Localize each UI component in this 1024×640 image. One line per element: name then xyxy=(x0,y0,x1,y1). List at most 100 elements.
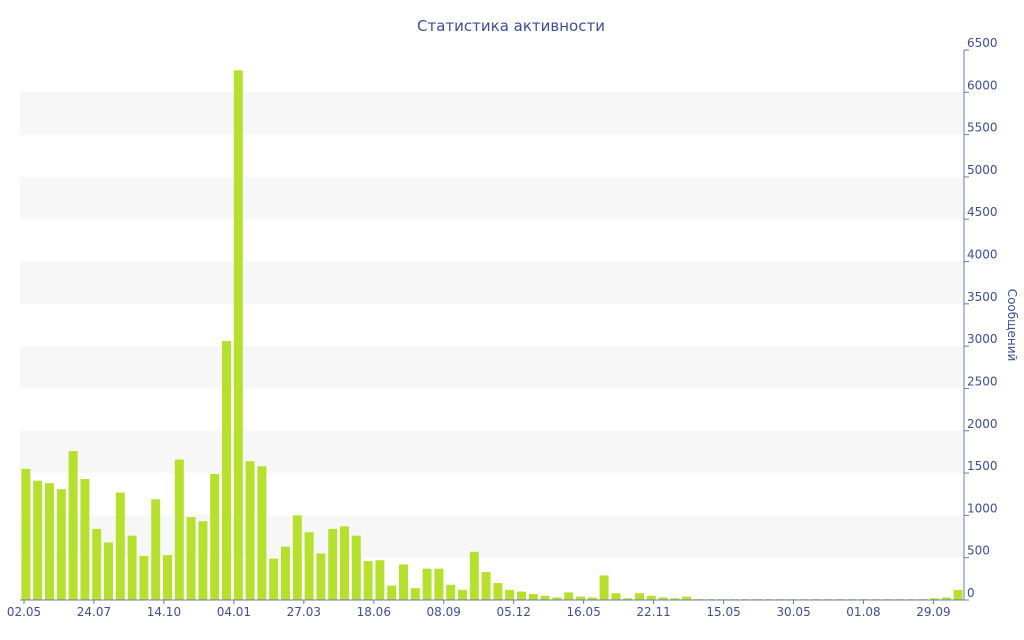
bar xyxy=(493,583,503,600)
bar xyxy=(210,473,220,600)
bar xyxy=(446,584,456,600)
grid-band xyxy=(20,430,964,474)
bar xyxy=(635,593,644,600)
bar xyxy=(434,568,444,600)
bar xyxy=(930,598,939,600)
bar xyxy=(469,551,479,600)
x-tick-label: 27.03 xyxy=(287,605,321,619)
y-tick-label: 1500 xyxy=(967,459,998,473)
y-tick-label: 1000 xyxy=(967,501,998,515)
x-tick-label: 04.01 xyxy=(217,605,251,619)
bar xyxy=(115,492,125,600)
y-tick-label: 3500 xyxy=(967,290,998,304)
bar xyxy=(92,528,102,600)
x-tick-label: 01.08 xyxy=(846,605,880,619)
bar xyxy=(198,521,208,600)
chart-title: Статистика активности xyxy=(417,17,605,35)
bar xyxy=(104,542,113,600)
bar xyxy=(21,468,31,600)
x-tick-label: 15.05 xyxy=(706,605,740,619)
bar xyxy=(623,598,633,600)
bar xyxy=(611,593,621,600)
y-tick-label: 0 xyxy=(967,586,975,600)
y-tick-label: 5500 xyxy=(967,121,998,135)
bar xyxy=(375,560,385,600)
y-tick-label: 3000 xyxy=(967,332,998,346)
x-tick-label: 08.09 xyxy=(427,605,461,619)
bar xyxy=(340,526,349,600)
bar xyxy=(33,480,43,600)
bar xyxy=(316,553,326,600)
x-tick-label: 22.11 xyxy=(636,605,670,619)
bar xyxy=(540,595,550,600)
y-tick-label: 4000 xyxy=(967,248,998,262)
bar xyxy=(351,535,361,600)
bar xyxy=(245,461,255,600)
x-tick-label: 16.05 xyxy=(566,605,600,619)
bar xyxy=(163,555,172,600)
y-tick-label: 4500 xyxy=(967,205,998,219)
y-tick-label: 2500 xyxy=(967,374,998,388)
bar xyxy=(399,564,408,600)
bar xyxy=(564,592,574,600)
grid-band xyxy=(20,92,964,135)
bar xyxy=(56,489,66,600)
bar xyxy=(127,535,137,600)
bar xyxy=(658,597,668,600)
bar xyxy=(304,532,314,600)
bar xyxy=(139,556,149,600)
bar xyxy=(517,591,526,600)
bar xyxy=(328,528,338,600)
bar xyxy=(151,499,161,600)
bar xyxy=(599,575,609,600)
bar xyxy=(292,515,302,600)
bar xyxy=(422,568,432,600)
bar xyxy=(670,598,680,600)
bar xyxy=(953,589,963,600)
y-tick-label: 6000 xyxy=(967,78,998,92)
bar xyxy=(682,596,692,600)
bar xyxy=(186,517,196,600)
bar xyxy=(552,597,562,600)
x-tick-label: 05.12 xyxy=(497,605,531,619)
y-axis-ticks: 0 500 1000 1500 2000 2500 3000 3500 4000 4500 5000… xyxy=(964,36,998,601)
bar xyxy=(281,546,290,600)
bar xyxy=(941,597,951,600)
bar xyxy=(410,588,420,600)
x-tick-label: 18.06 xyxy=(357,605,391,619)
y-tick-label: 500 xyxy=(967,544,990,558)
bar xyxy=(646,595,656,600)
y-axis-title: Сообщений xyxy=(1005,289,1019,362)
bar xyxy=(174,459,184,600)
bar xyxy=(363,561,373,600)
grid-band xyxy=(20,176,964,220)
bar xyxy=(481,572,491,600)
bar xyxy=(576,596,585,600)
x-tick-label: 29.09 xyxy=(916,605,950,619)
x-axis-ticks: 02.05 24.07 14.10 04.01 27.03 18.06 08.09 05.12… xyxy=(7,600,951,619)
bar xyxy=(528,594,538,600)
y-tick-label: 6500 xyxy=(967,36,998,50)
bar xyxy=(68,451,78,600)
bar xyxy=(387,585,397,600)
bar xyxy=(458,589,467,600)
y-tick-label: 5000 xyxy=(967,163,998,177)
grid-band xyxy=(20,261,964,304)
bar xyxy=(505,589,515,600)
y-tick-label: 2000 xyxy=(967,417,998,431)
grid-band xyxy=(20,515,964,558)
bar xyxy=(233,70,243,601)
bar xyxy=(222,341,231,600)
x-tick-label: 14.10 xyxy=(147,605,181,619)
bar-series xyxy=(21,70,963,601)
bar xyxy=(257,466,267,600)
grid-band xyxy=(20,346,964,389)
bar xyxy=(269,558,279,600)
x-tick-label: 30.05 xyxy=(776,605,810,619)
bar xyxy=(587,597,597,600)
x-tick-label: 24.07 xyxy=(77,605,111,619)
bar xyxy=(80,479,90,600)
x-tick-label: 02.05 xyxy=(7,605,41,619)
grid-bands xyxy=(20,92,964,558)
